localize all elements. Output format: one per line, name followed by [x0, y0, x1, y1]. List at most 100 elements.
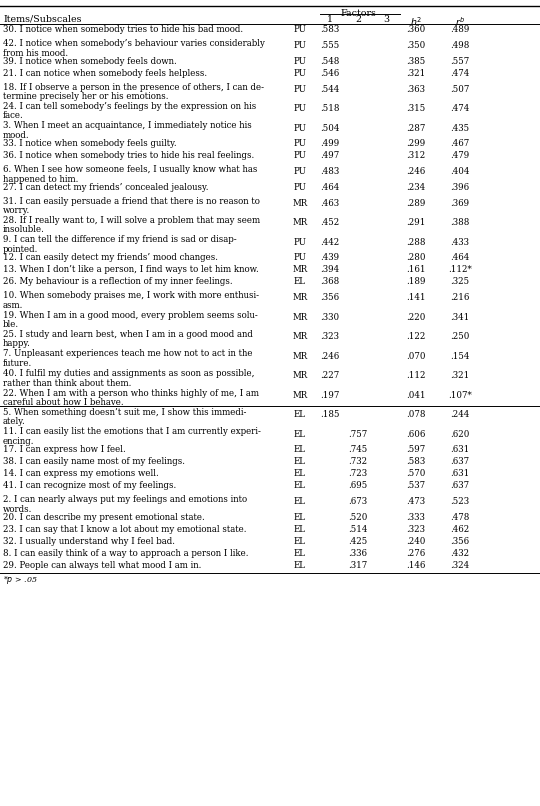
Text: .479: .479: [450, 152, 470, 160]
Text: EL: EL: [294, 549, 306, 558]
Text: 27. I can detect my friends’ concealed jealousy.: 27. I can detect my friends’ concealed j…: [3, 183, 208, 192]
Text: EL: EL: [294, 430, 306, 438]
Text: encing.: encing.: [3, 437, 35, 446]
Text: .246: .246: [407, 168, 426, 177]
Text: 31. I can easily persuade a friend that there is no reason to: 31. I can easily persuade a friend that …: [3, 197, 260, 206]
Text: face.: face.: [3, 111, 24, 121]
Text: .583: .583: [320, 26, 340, 35]
Text: *$p$ > .05: *$p$ > .05: [3, 575, 38, 587]
Text: .161: .161: [406, 265, 426, 275]
Text: 28. If I really want to, I will solve a problem that may seem: 28. If I really want to, I will solve a …: [3, 216, 260, 225]
Text: 7. Unpleasant experiences teach me how not to act in the: 7. Unpleasant experiences teach me how n…: [3, 350, 253, 359]
Text: .369: .369: [450, 199, 470, 208]
Text: $r^b$: $r^b$: [455, 15, 465, 27]
Text: .356: .356: [450, 537, 470, 546]
Text: MR: MR: [292, 372, 308, 380]
Text: PU: PU: [294, 85, 307, 93]
Text: 42. I notice when somebody’s behaviour varies considerably: 42. I notice when somebody’s behaviour v…: [3, 39, 265, 48]
Text: .464: .464: [450, 254, 470, 263]
Text: 2. I can nearly always put my feelings and emotions into: 2. I can nearly always put my feelings a…: [3, 495, 247, 504]
Text: PU: PU: [294, 57, 307, 66]
Text: .497: .497: [320, 152, 340, 160]
Text: .323: .323: [407, 525, 426, 534]
Text: .368: .368: [320, 277, 340, 286]
Text: 1: 1: [327, 15, 333, 24]
Text: 9. I can tell the difference if my friend is sad or disap-: 9. I can tell the difference if my frien…: [3, 235, 237, 244]
Text: 33. I notice when somebody feels guilty.: 33. I notice when somebody feels guilty.: [3, 139, 177, 148]
Text: EL: EL: [294, 525, 306, 534]
Text: EL: EL: [294, 470, 306, 479]
Text: .240: .240: [406, 537, 426, 546]
Text: 18. If I observe a person in the presence of others, I can de-: 18. If I observe a person in the presenc…: [3, 82, 264, 92]
Text: 17. I can express how I feel.: 17. I can express how I feel.: [3, 446, 126, 455]
Text: MR: MR: [292, 199, 308, 208]
Text: PU: PU: [294, 254, 307, 263]
Text: .291: .291: [406, 218, 426, 227]
Text: .631: .631: [450, 470, 470, 479]
Text: 20. I can describe my present emotional state.: 20. I can describe my present emotional …: [3, 513, 205, 522]
Text: MR: MR: [292, 332, 308, 341]
Text: 12. I can easily detect my friends’ mood changes.: 12. I can easily detect my friends’ mood…: [3, 254, 218, 263]
Text: .695: .695: [348, 481, 368, 491]
Text: .433: .433: [450, 238, 469, 247]
Text: 21. I can notice when somebody feels helpless.: 21. I can notice when somebody feels hel…: [3, 69, 207, 78]
Text: .250: .250: [450, 332, 470, 341]
Text: 40. I fulfil my duties and assignments as soon as possible,: 40. I fulfil my duties and assignments a…: [3, 369, 254, 378]
Text: .341: .341: [450, 313, 470, 322]
Text: words.: words.: [3, 505, 32, 513]
Text: MR: MR: [292, 293, 308, 302]
Text: .473: .473: [407, 497, 426, 506]
Text: .478: .478: [450, 513, 470, 522]
Text: .356: .356: [320, 293, 340, 302]
Text: .363: .363: [407, 85, 426, 93]
Text: .112: .112: [406, 372, 426, 380]
Text: .474: .474: [450, 69, 470, 78]
Text: .350: .350: [407, 41, 426, 50]
Text: .555: .555: [320, 41, 340, 50]
Text: Factors: Factors: [340, 9, 376, 18]
Text: .317: .317: [348, 561, 368, 570]
Text: .321: .321: [450, 372, 470, 380]
Text: PU: PU: [294, 41, 307, 50]
Text: EL: EL: [294, 561, 306, 570]
Text: .197: .197: [320, 391, 340, 400]
Text: .324: .324: [450, 561, 470, 570]
Text: .312: .312: [407, 152, 426, 160]
Text: EL: EL: [294, 513, 306, 522]
Text: 11. I can easily list the emotions that I am currently experi-: 11. I can easily list the emotions that …: [3, 427, 261, 437]
Text: .234: .234: [407, 183, 426, 192]
Text: 3. When I meet an acquaintance, I immediately notice his: 3. When I meet an acquaintance, I immedi…: [3, 122, 252, 131]
Text: .520: .520: [348, 513, 368, 522]
Text: PU: PU: [294, 168, 307, 177]
Text: .732: .732: [348, 458, 368, 467]
Text: .227: .227: [320, 372, 340, 380]
Text: .583: .583: [407, 458, 426, 467]
Text: .435: .435: [450, 124, 470, 133]
Text: EL: EL: [294, 497, 306, 506]
Text: .757: .757: [348, 430, 368, 438]
Text: happened to him.: happened to him.: [3, 175, 78, 184]
Text: EL: EL: [294, 277, 306, 286]
Text: .425: .425: [348, 537, 368, 546]
Text: .394: .394: [320, 265, 340, 275]
Text: 38. I can easily name most of my feelings.: 38. I can easily name most of my feeling…: [3, 458, 185, 467]
Text: .504: .504: [320, 124, 340, 133]
Text: pointed.: pointed.: [3, 245, 38, 254]
Text: 8. I can easily think of a way to approach a person I like.: 8. I can easily think of a way to approa…: [3, 549, 248, 558]
Text: PU: PU: [294, 238, 307, 247]
Text: .289: .289: [406, 199, 426, 208]
Text: MR: MR: [292, 265, 308, 275]
Text: .474: .474: [450, 104, 470, 114]
Text: worry.: worry.: [3, 206, 30, 215]
Text: 39. I notice when somebody feels down.: 39. I notice when somebody feels down.: [3, 57, 177, 66]
Text: .499: .499: [320, 139, 340, 148]
Text: 25. I study and learn best, when I am in a good mood and: 25. I study and learn best, when I am in…: [3, 330, 253, 339]
Text: Items/Subscales: Items/Subscales: [3, 15, 82, 24]
Text: 3: 3: [383, 15, 389, 24]
Text: .404: .404: [450, 168, 470, 177]
Text: .146: .146: [406, 561, 426, 570]
Text: .154: .154: [450, 351, 470, 361]
Text: .287: .287: [406, 124, 426, 133]
Text: 32. I usually understand why I feel bad.: 32. I usually understand why I feel bad.: [3, 537, 175, 546]
Text: .462: .462: [450, 525, 470, 534]
